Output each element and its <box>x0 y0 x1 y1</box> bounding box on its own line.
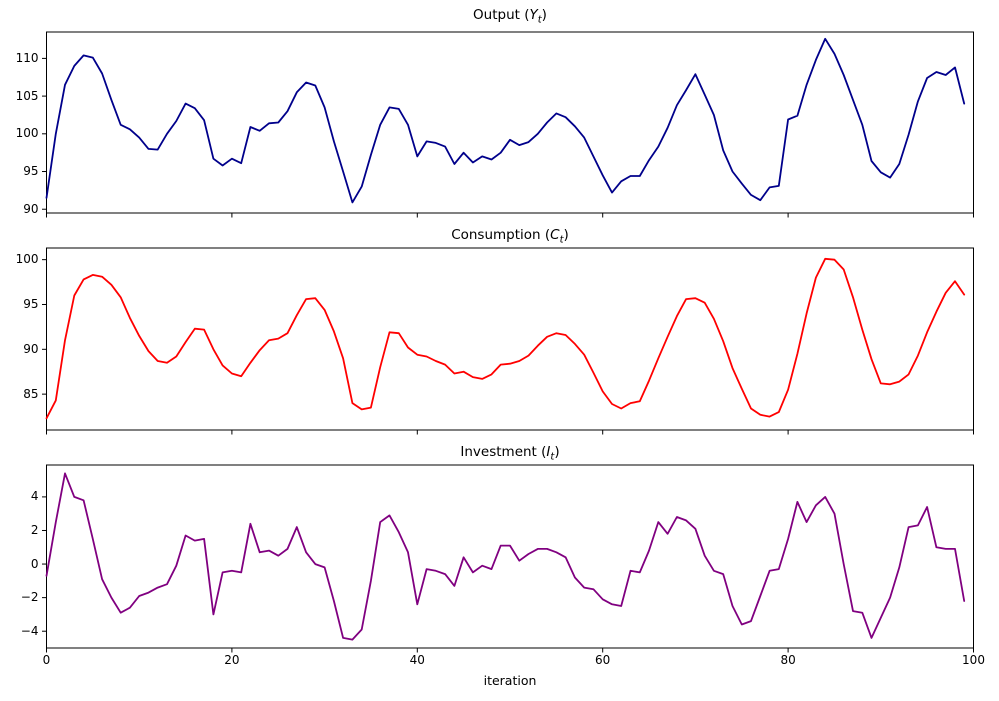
chart-title-output: Output (Yt) <box>46 7 974 26</box>
title-subscript: t <box>550 451 555 463</box>
chart-title-consumption: Consumption (Ct) <box>46 227 974 246</box>
y-tick-label: 95 <box>23 164 39 179</box>
y-tick-label: 100 <box>15 126 39 141</box>
title-text: Output ( <box>473 7 530 23</box>
chart-title-investment: Investment (It) <box>46 444 974 463</box>
title-text: Consumption ( <box>451 227 551 243</box>
axes-frame-investment <box>46 464 974 649</box>
output-line <box>45 37 966 204</box>
y-tick-label: 110 <box>15 50 39 65</box>
axes-frame-consumption <box>46 247 974 431</box>
y-tick-label: 95 <box>23 296 39 311</box>
x-tick-label: 0 <box>42 653 51 667</box>
title-text: ) <box>554 444 560 460</box>
y-tick-label: 85 <box>23 386 39 401</box>
consumption-line <box>45 257 966 420</box>
y-tick-label: 0 <box>30 556 39 571</box>
y-tick-label: 100 <box>15 252 39 267</box>
x-tick-label: 20 <box>224 653 240 667</box>
x-tick-label: 40 <box>409 653 425 667</box>
title-subscript: t <box>559 234 564 246</box>
x-tick-label: 80 <box>780 653 796 667</box>
y-tick-label: 2 <box>30 522 39 537</box>
investment-line <box>45 472 966 641</box>
y-tick-label: 4 <box>30 489 39 504</box>
title-symbol: I <box>546 444 551 460</box>
axes-frame-output <box>46 31 974 214</box>
title-symbol: C <box>550 227 560 243</box>
title-text: Investment ( <box>460 444 547 460</box>
y-tick-label: −4 <box>20 623 39 638</box>
y-tick-label: 90 <box>23 341 39 356</box>
y-tick-label: 105 <box>15 88 39 103</box>
y-tick-label: 90 <box>23 201 39 216</box>
title-text: ) <box>563 227 569 243</box>
title-symbol: Y <box>529 7 538 23</box>
x-axis-label: iteration <box>483 673 537 688</box>
x-tick-label: 60 <box>595 653 611 667</box>
y-tick-label: −2 <box>20 590 39 605</box>
title-subscript: t <box>537 14 542 26</box>
title-text: ) <box>541 7 547 23</box>
x-tick-label: 100 <box>962 653 985 667</box>
